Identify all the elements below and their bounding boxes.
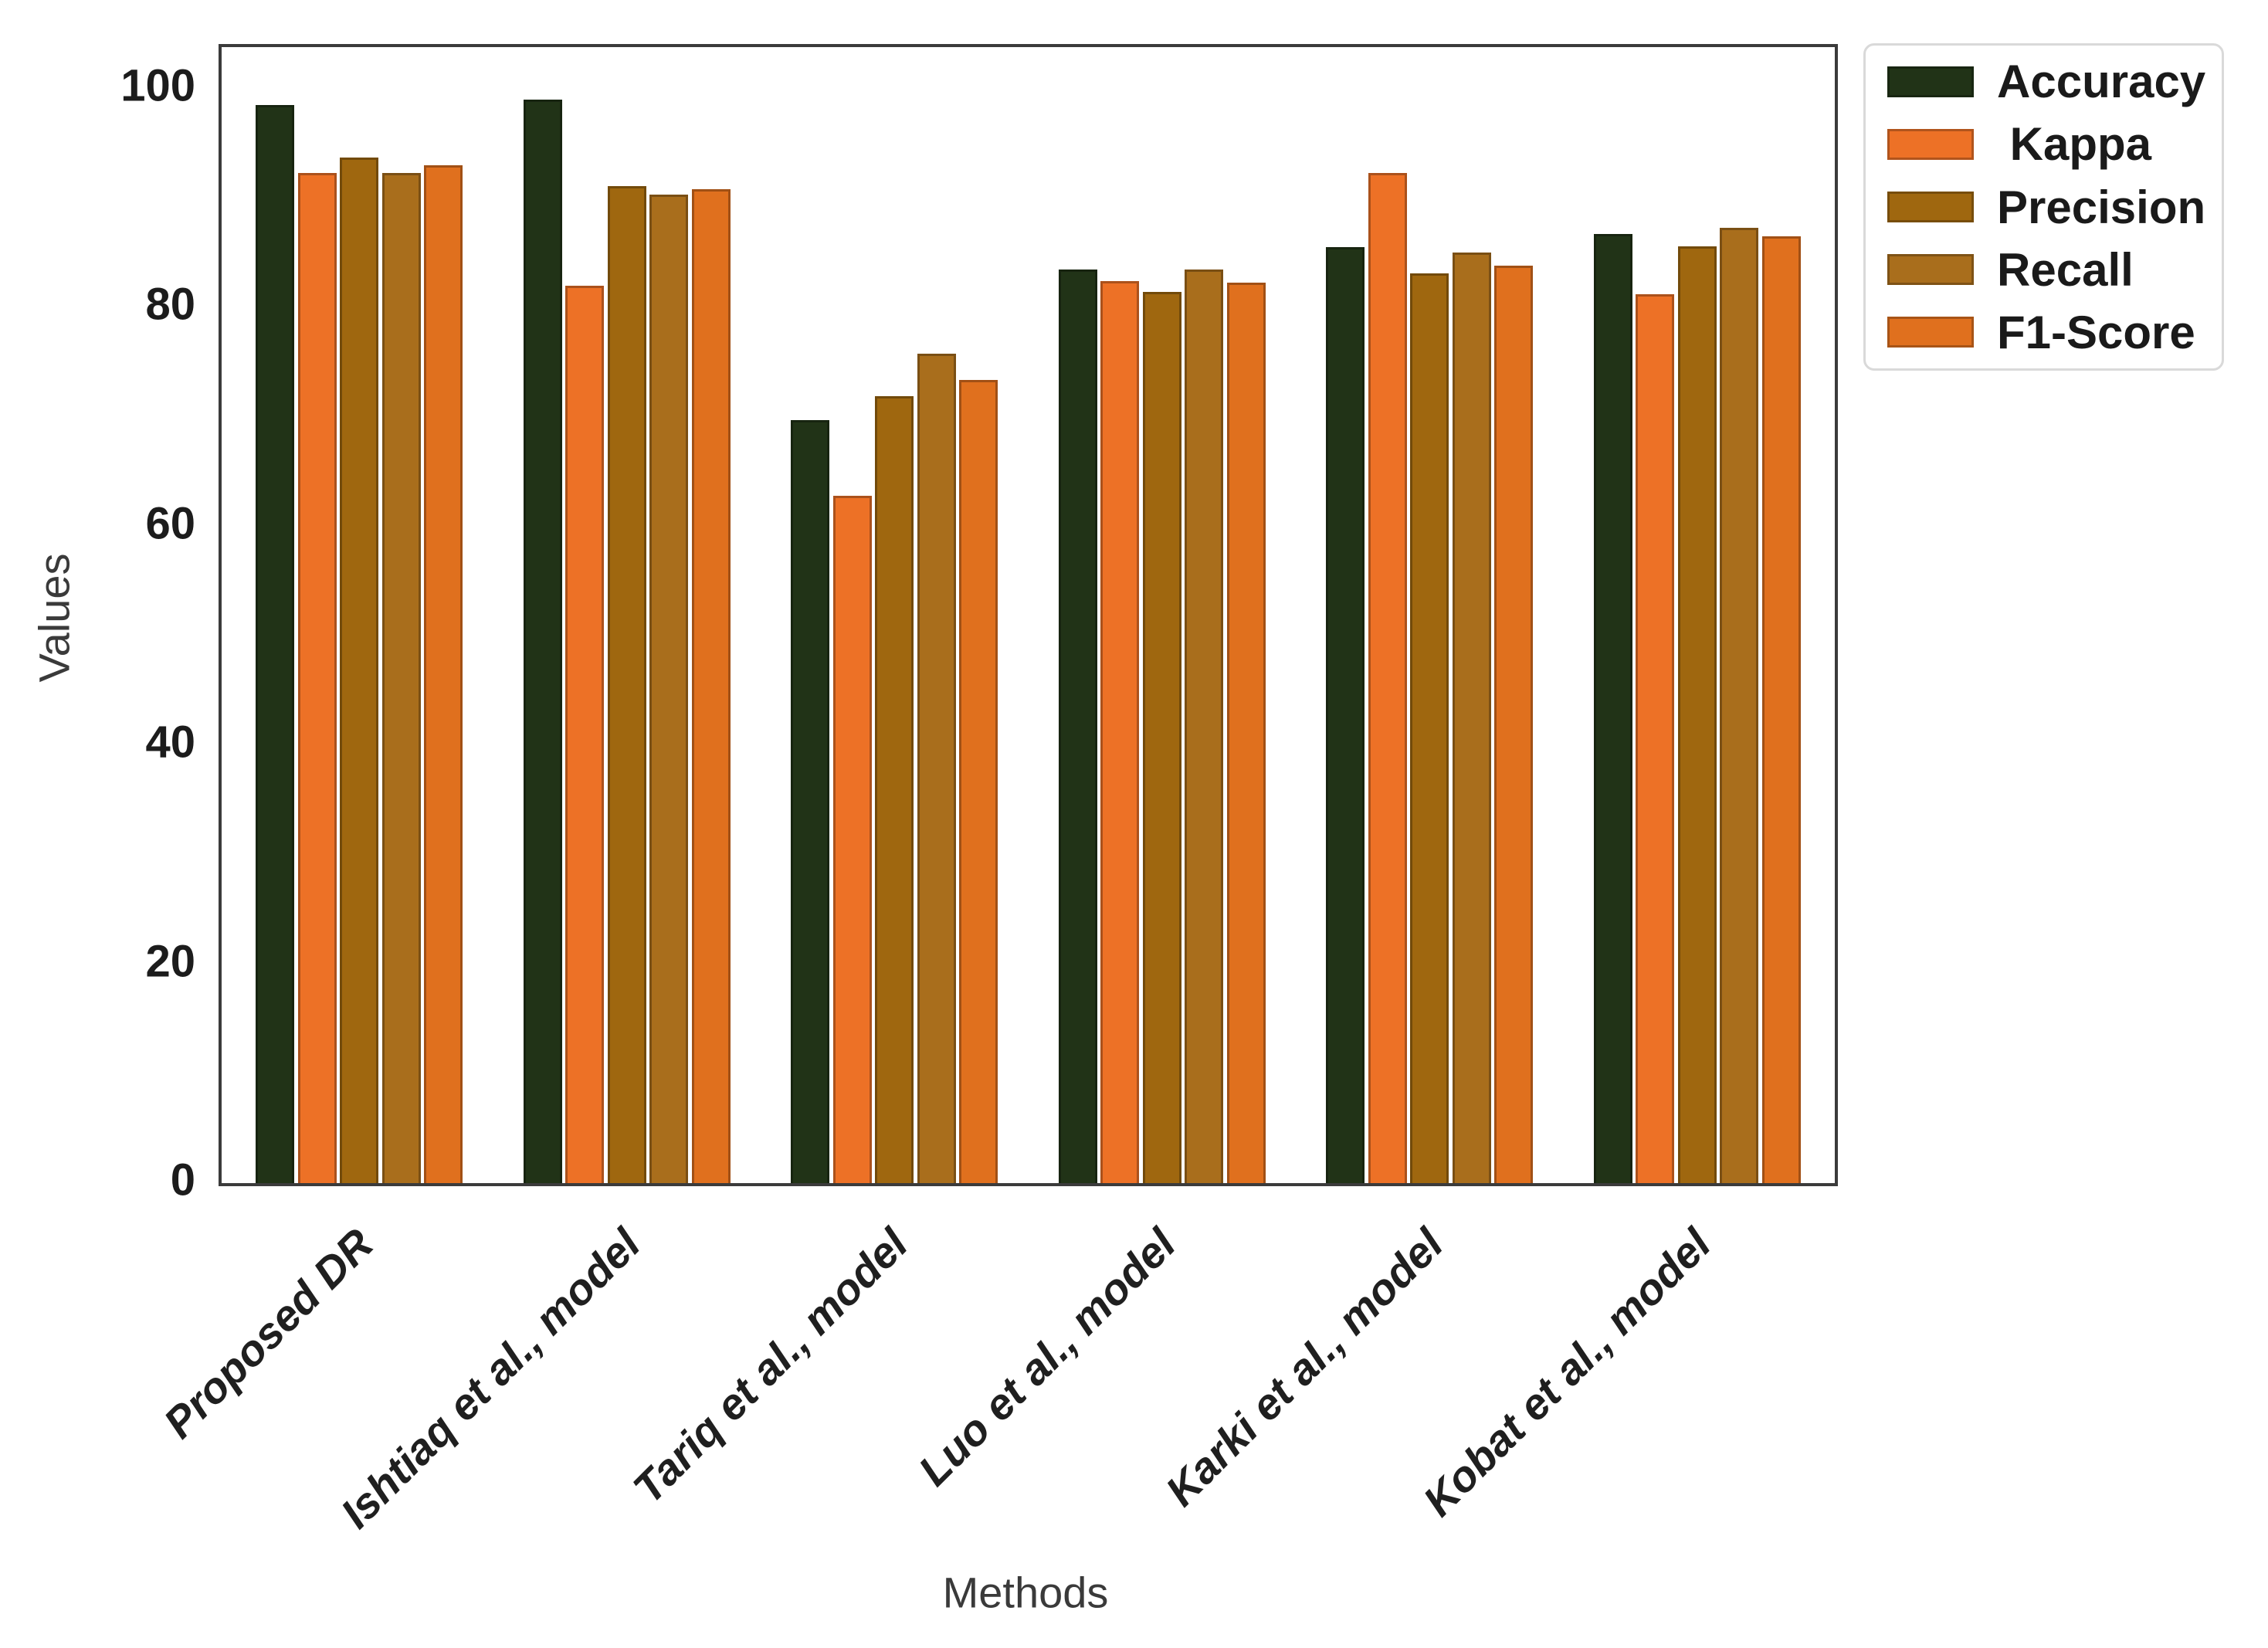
bar-accuracy-1 [256,105,294,1183]
f1-score-swatch-icon [1887,317,1974,348]
x-tick-label-4: Luo et al., model [908,1219,1185,1495]
legend-entry-precision: Precision [1866,175,2222,238]
y-tick-label-40: 40 [145,717,195,768]
bar-accuracy-5 [1326,247,1365,1183]
bar-recall-4 [1185,270,1224,1183]
bar-accuracy-2 [523,100,562,1183]
bar-f1-score-4 [1226,283,1266,1183]
y-tick-label-20: 20 [145,936,195,987]
x-tick-label-3: Tariq et al., model [623,1219,917,1513]
bar-precision-3 [875,396,914,1183]
legend-label: Precision [1997,181,2206,233]
bar-accuracy-3 [791,420,829,1183]
bar-recall-5 [1452,253,1491,1183]
y-tick-label-80: 80 [145,279,195,330]
bar-accuracy-4 [1058,270,1097,1183]
legend-entry-recall: Recall [1866,239,2222,301]
legend-entry-kappa: Kappa [1866,113,2222,175]
bar-kappa-1 [297,173,337,1183]
bar-kappa-4 [1100,281,1140,1183]
bar-precision-5 [1410,273,1449,1183]
bar-f1-score-6 [1761,236,1801,1183]
bar-precision-2 [607,186,646,1183]
y-tick-label-100: 100 [120,60,195,111]
legend-entry-accuracy: Accuracy [1866,50,2222,113]
bar-kappa-2 [565,286,605,1183]
bar-recall-3 [917,354,956,1183]
x-tick-label-6: Kobat et al., model [1413,1219,1720,1526]
bar-kappa-5 [1368,173,1407,1183]
y-tick-label-60: 60 [145,498,195,549]
bar-accuracy-6 [1593,234,1632,1183]
bar-f1-score-2 [691,189,731,1183]
accuracy-swatch-icon [1887,66,1974,97]
legend-label: Kappa [1997,118,2152,171]
legend-label: Accuracy [1997,56,2206,108]
legend-label: F1-Score [1997,306,2195,358]
x-axis-title: Methods [942,1568,1109,1617]
precision-swatch-icon [1887,192,1974,222]
bar-precision-4 [1142,292,1181,1183]
bar-precision-1 [340,158,379,1183]
y-axis-tick-labels: 0 20 40 60 80 100 [0,44,195,1205]
y-tick-label-0: 0 [170,1155,195,1205]
bar-recall-6 [1720,228,1759,1183]
plot-area [219,44,1838,1186]
bar-kappa-3 [832,496,872,1183]
bar-f1-score-3 [959,380,998,1183]
bar-f1-score-5 [1494,266,1534,1183]
recall-swatch-icon [1887,254,1974,286]
kappa-swatch-icon [1887,128,1974,160]
bar-kappa-6 [1636,294,1675,1183]
legend-label: Recall [1997,243,2134,296]
bar-recall-1 [381,173,421,1183]
x-tick-label-2: Ishtiaq et al., model [331,1219,649,1538]
x-tick-label-5: Karki et al., model [1156,1219,1453,1516]
legend: Accuracy Kappa Precision Recall F1-Score [1863,43,2224,371]
bar-recall-2 [649,195,689,1183]
legend-entry-f1-score: F1-Score [1866,301,2222,364]
bar-precision-6 [1677,246,1717,1183]
bar-f1-score-1 [424,165,463,1183]
x-tick-label-1: Proposed DR [154,1219,382,1448]
